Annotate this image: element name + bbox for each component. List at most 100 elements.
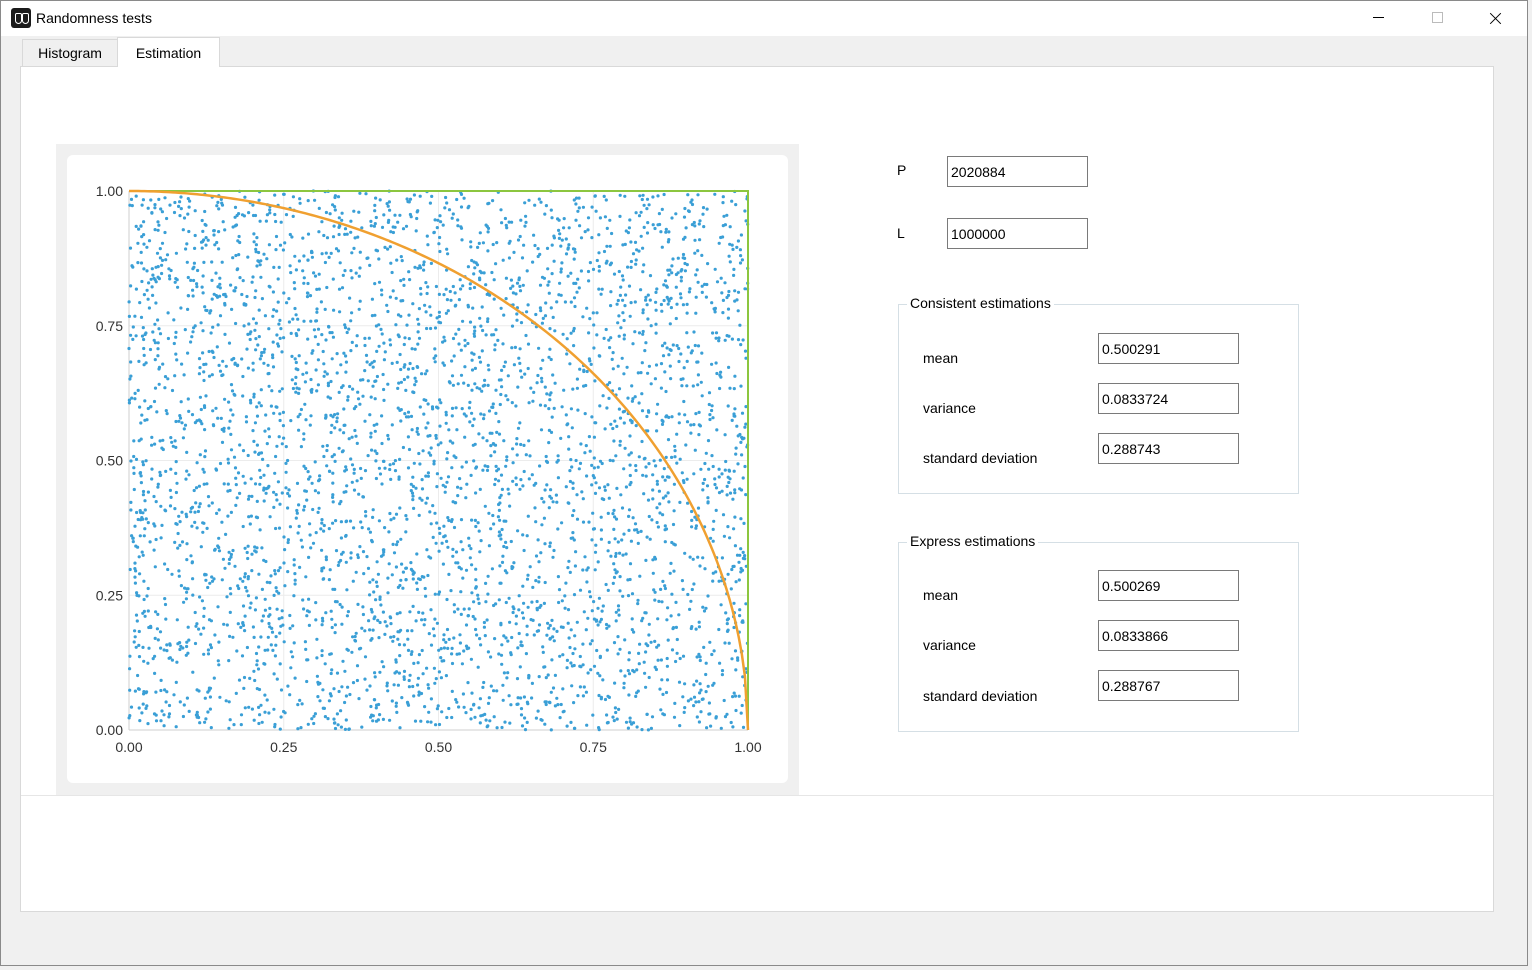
scatter-point <box>450 466 454 470</box>
scatter-point <box>244 302 248 307</box>
scatter-point <box>282 336 286 340</box>
scatter-point <box>434 284 438 289</box>
scatter-point <box>689 431 693 435</box>
scatter-point <box>205 482 209 486</box>
scatter-point <box>174 680 178 685</box>
scatter-point <box>522 469 526 474</box>
scatter-point <box>609 422 613 426</box>
scatter-point <box>572 593 577 597</box>
scatter-point <box>479 539 483 543</box>
scatter-point <box>190 413 195 417</box>
maximize-button[interactable] <box>1408 1 1466 36</box>
minimize-button[interactable] <box>1350 1 1408 36</box>
scatter-point <box>556 703 560 707</box>
p-field[interactable] <box>947 156 1088 187</box>
scatter-point <box>289 419 293 423</box>
scatter-point <box>691 557 695 561</box>
scatter-point <box>444 195 448 200</box>
scatter-point <box>369 431 373 435</box>
scatter-point <box>276 480 280 484</box>
express-std-field[interactable] <box>1098 670 1239 701</box>
scatter-point <box>479 324 483 328</box>
scatter-point <box>569 661 573 665</box>
scatter-point <box>370 297 374 301</box>
scatter-point <box>296 727 300 731</box>
scatter-point <box>703 567 707 571</box>
scatter-point <box>573 726 577 730</box>
scatter-point <box>170 658 174 662</box>
consistent-mean-field[interactable] <box>1098 333 1239 364</box>
scatter-point <box>191 593 195 597</box>
scatter-point <box>309 546 313 550</box>
scatter-point <box>694 412 698 416</box>
scatter-point <box>628 434 632 438</box>
express-mean-field[interactable] <box>1098 570 1239 601</box>
scatter-point <box>516 426 521 430</box>
scatter-point <box>184 597 188 601</box>
scatter-point <box>159 473 163 477</box>
scatter-point <box>558 232 562 236</box>
consistent-variance-field[interactable] <box>1098 383 1239 414</box>
scatter-point <box>145 245 149 249</box>
scatter-point <box>661 579 665 583</box>
scatter-point <box>573 250 577 254</box>
scatter-point <box>156 638 160 642</box>
scatter-point <box>245 645 249 650</box>
scatter-point <box>258 219 262 223</box>
scatter-point <box>665 656 669 661</box>
close-button[interactable] <box>1467 1 1525 36</box>
scatter-point <box>306 232 311 236</box>
scatter-point <box>202 378 206 383</box>
scatter-point <box>351 681 356 685</box>
scatter-point <box>600 497 604 501</box>
scatter-point <box>151 657 155 661</box>
scatter-point <box>277 265 281 269</box>
scatter-point <box>459 540 463 544</box>
l-field[interactable] <box>947 218 1088 249</box>
scatter-point <box>268 581 272 585</box>
scatter-point <box>567 447 571 451</box>
scatter-point <box>515 312 519 316</box>
scatter-point <box>710 408 714 413</box>
scatter-point <box>134 613 139 617</box>
tab-estimation[interactable]: Estimation <box>117 37 220 67</box>
scatter-point <box>382 398 386 402</box>
tab-histogram[interactable]: Histogram <box>22 39 118 66</box>
scatter-point <box>536 538 540 542</box>
scatter-point <box>443 206 447 210</box>
scatter-point <box>547 626 551 630</box>
consistent-std-field[interactable] <box>1098 433 1239 464</box>
scatter-point <box>403 336 407 340</box>
scatter-point <box>228 610 232 614</box>
scatter-point <box>278 243 283 247</box>
scatter-point <box>156 228 160 232</box>
express-variance-field[interactable] <box>1098 620 1239 651</box>
scatter-point <box>682 366 686 370</box>
scatter-point <box>651 223 655 227</box>
scatter-point <box>184 477 188 481</box>
scatter-point <box>340 286 345 290</box>
scatter-point <box>154 713 158 717</box>
scatter-point <box>376 572 380 576</box>
scatter-point <box>401 586 405 590</box>
scatter-point <box>280 491 284 495</box>
scatter-point <box>517 608 521 612</box>
scatter-point <box>402 677 406 682</box>
scatter-point <box>214 271 218 275</box>
scatter-point <box>673 701 677 706</box>
scatter-point <box>236 471 241 475</box>
scatter-point <box>623 242 627 246</box>
scatter-point <box>380 288 384 292</box>
scatter-point <box>579 442 583 446</box>
scatter-point <box>618 439 622 443</box>
scatter-point <box>614 554 618 558</box>
scatter-point <box>429 453 433 457</box>
scatter-point <box>136 261 140 265</box>
scatter-point <box>140 334 145 338</box>
scatter-point <box>583 451 587 455</box>
scatter-point <box>538 283 543 287</box>
scatter-point <box>669 377 673 381</box>
scatter-point <box>330 617 334 621</box>
scatter-point <box>717 475 721 479</box>
scatter-point <box>198 502 202 506</box>
